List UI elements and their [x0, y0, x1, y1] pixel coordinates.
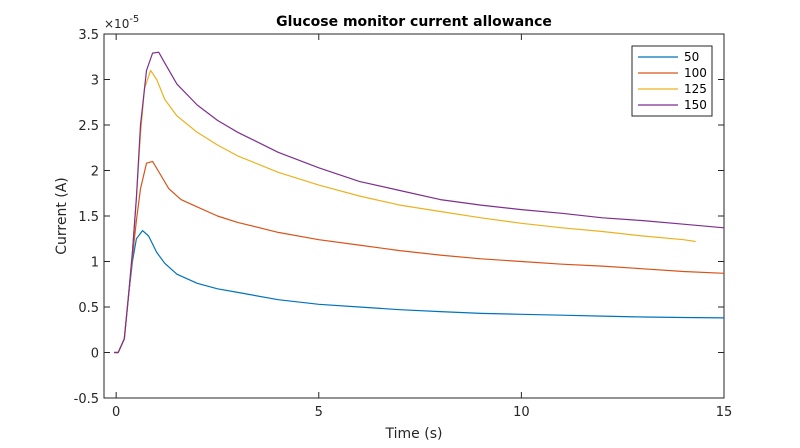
x-axis-label: Time (s) — [385, 426, 443, 442]
legend: 50 100 125 150 — [631, 45, 713, 117]
series-line-150 — [114, 51, 725, 354]
plot-area — [103, 33, 725, 399]
legend-label-100: 100 — [684, 66, 707, 80]
y-exponent-label: ×10-5 — [104, 14, 139, 31]
y-tick-label: 2 — [91, 165, 99, 180]
y-tick-label: 1 — [91, 256, 99, 271]
legend-label-50: 50 — [684, 50, 699, 64]
x-tick-label: 10 — [513, 405, 530, 420]
series-line-100 — [114, 160, 725, 354]
y-exponent-power: -5 — [129, 14, 139, 25]
y-axis-label: Current (A) — [54, 177, 70, 255]
legend-label-125: 125 — [684, 82, 707, 96]
y-tick-label: 3 — [91, 74, 99, 89]
legend-label-150: 150 — [684, 98, 707, 112]
chart-title: Glucose monitor current allowance — [276, 14, 552, 30]
x-tick-label: 0 — [112, 405, 120, 420]
series-lines — [114, 51, 725, 354]
series-line-50 — [114, 230, 725, 354]
x-tick-label: 5 — [315, 405, 323, 420]
y-tick-label: 0.5 — [78, 301, 99, 316]
x-tick-label: 15 — [716, 405, 733, 420]
y-tick-label: -0.5 — [74, 392, 99, 407]
y-tick-label: 2.5 — [78, 119, 99, 134]
y-exponent-base: ×10 — [104, 17, 129, 31]
y-tick-label: 0 — [91, 347, 99, 362]
axes-box — [103, 33, 725, 399]
legend-box — [631, 45, 713, 117]
y-tick-label: 1.5 — [78, 210, 99, 225]
tick-marks: 0 5 10 15 -0.5 0 0.5 1 1.5 2 2.5 3 3.5 — [74, 28, 733, 420]
y-tick-label: 3.5 — [78, 28, 99, 43]
